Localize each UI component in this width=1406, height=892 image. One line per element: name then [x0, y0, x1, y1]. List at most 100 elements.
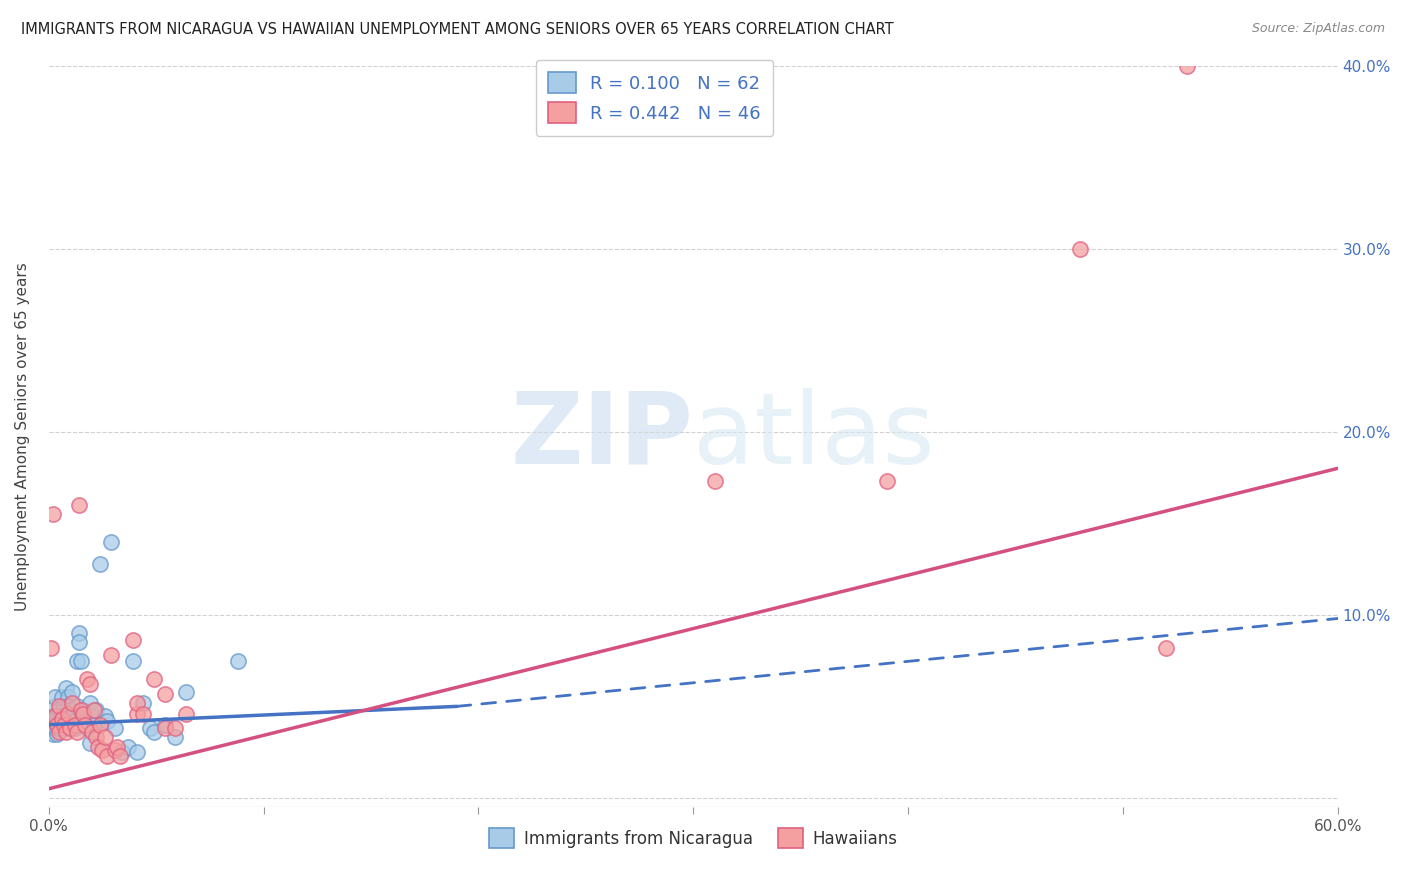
Point	[51, 712, 73, 726]
Point	[39, 640, 62, 655]
Point	[51, 712, 73, 726]
Text: atlas: atlas	[693, 388, 935, 485]
Point	[153, 687, 176, 701]
Point	[72, 706, 94, 721]
Point	[70, 654, 93, 668]
Point	[87, 739, 110, 754]
Point	[138, 722, 160, 736]
Point	[56, 714, 79, 728]
Point	[67, 626, 90, 640]
Point	[89, 717, 111, 731]
Point	[52, 717, 75, 731]
Point	[104, 722, 127, 736]
Point	[56, 706, 79, 721]
Point	[48, 714, 70, 728]
Point	[44, 722, 66, 736]
Point	[80, 725, 103, 739]
Point	[174, 706, 197, 721]
Point	[52, 699, 75, 714]
Point	[63, 722, 86, 736]
Point	[67, 498, 90, 512]
Point	[153, 722, 176, 736]
Point	[39, 722, 62, 736]
Point	[60, 708, 83, 723]
Point	[174, 684, 197, 698]
Point	[125, 706, 148, 721]
Point	[1154, 640, 1177, 655]
Point	[60, 684, 83, 698]
Point	[143, 725, 166, 739]
Point	[56, 699, 79, 714]
Point	[44, 699, 66, 714]
Point	[143, 672, 166, 686]
Point	[48, 703, 70, 717]
Point	[117, 739, 139, 754]
Point	[66, 699, 89, 714]
Point	[100, 648, 122, 662]
Point	[48, 722, 70, 736]
Point	[91, 743, 114, 757]
Point	[79, 696, 101, 710]
Point	[84, 731, 107, 745]
Point	[165, 731, 187, 745]
Point	[75, 717, 97, 731]
Point	[52, 708, 75, 723]
Point	[1069, 242, 1091, 256]
Text: ZIP: ZIP	[510, 388, 693, 485]
Point	[52, 722, 75, 736]
Point	[55, 714, 77, 728]
Point	[75, 714, 97, 728]
Point	[93, 731, 115, 745]
Point	[66, 725, 89, 739]
Point	[48, 699, 70, 714]
Point	[153, 717, 176, 731]
Point	[60, 696, 83, 710]
Point	[44, 712, 66, 726]
Y-axis label: Unemployment Among Seniors over 65 years: Unemployment Among Seniors over 65 years	[15, 262, 30, 611]
Point	[55, 725, 77, 739]
Point	[70, 703, 93, 717]
Point	[51, 690, 73, 705]
Point	[132, 696, 155, 710]
Point	[703, 474, 725, 488]
Point	[46, 727, 69, 741]
Point	[132, 706, 155, 721]
Point	[66, 654, 89, 668]
Point	[96, 714, 118, 728]
Point	[1175, 59, 1198, 73]
Point	[876, 474, 898, 488]
Point	[42, 507, 65, 521]
Point	[67, 635, 90, 649]
Point	[59, 722, 82, 736]
Point	[39, 714, 62, 728]
Point	[121, 654, 143, 668]
Point	[107, 739, 129, 754]
Point	[44, 708, 66, 723]
Text: IMMIGRANTS FROM NICARAGUA VS HAWAIIAN UNEMPLOYMENT AMONG SENIORS OVER 65 YEARS C: IMMIGRANTS FROM NICARAGUA VS HAWAIIAN UN…	[21, 22, 894, 37]
Point	[46, 708, 69, 723]
Point	[111, 745, 134, 759]
Point	[59, 703, 82, 717]
Point	[121, 633, 143, 648]
Point	[104, 743, 127, 757]
Point	[165, 722, 187, 736]
Point	[44, 690, 66, 705]
Point	[63, 717, 86, 731]
Point	[100, 534, 122, 549]
Point	[59, 722, 82, 736]
Point	[125, 696, 148, 710]
Point	[72, 703, 94, 717]
Point	[63, 714, 86, 728]
Point	[48, 725, 70, 739]
Point	[83, 703, 105, 717]
Point	[70, 717, 93, 731]
Point	[79, 736, 101, 750]
Point	[226, 654, 249, 668]
Point	[42, 717, 65, 731]
Point	[83, 717, 105, 731]
Point	[93, 708, 115, 723]
Point	[46, 717, 69, 731]
Point	[96, 748, 118, 763]
Point	[125, 745, 148, 759]
Point	[55, 681, 77, 695]
